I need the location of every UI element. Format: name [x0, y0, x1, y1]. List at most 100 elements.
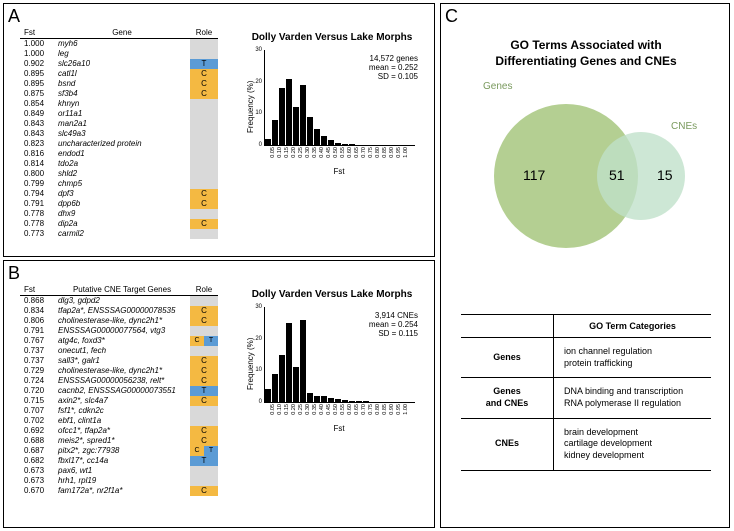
panel-a-label: A — [8, 6, 20, 27]
role-cell — [190, 109, 218, 119]
fst-cell: 0.687 — [20, 446, 54, 456]
panel-c-label: C — [445, 6, 458, 27]
role-cell: C — [190, 69, 218, 79]
bar — [349, 401, 355, 402]
gene-cell: man2a1 — [54, 119, 190, 129]
role-cell — [190, 466, 218, 476]
table-row: 0.799chmp5 — [20, 179, 218, 189]
fst-cell: 0.729 — [20, 366, 54, 376]
role-cell: C — [190, 436, 218, 446]
role-cell: C — [190, 426, 218, 436]
table-row: 0.778dip2aC — [20, 219, 218, 229]
gene-cell: myh6 — [54, 39, 190, 50]
role-cell: C — [190, 199, 218, 209]
go-cat: Genesand CNEs — [461, 378, 554, 418]
table-row: 0.737sall3*, galr1C — [20, 356, 218, 366]
bar — [335, 143, 341, 145]
role-cell — [190, 159, 218, 169]
fst-cell: 0.692 — [20, 426, 54, 436]
role-cell: C — [190, 376, 218, 386]
venn-svg — [461, 81, 711, 261]
role-cell — [190, 326, 218, 336]
fst-cell: 0.791 — [20, 199, 54, 209]
bar — [293, 367, 299, 402]
table-row: 0.767atg4c, foxd3*CT — [20, 336, 218, 346]
x-tick: 1.00 — [403, 147, 409, 167]
role-cell: C — [190, 356, 218, 366]
go-terms: ion channel regulationprotein traffickin… — [554, 338, 712, 378]
fst-cell: 0.737 — [20, 346, 54, 356]
table-row: 0.670fam172a*, nr2f1a*C — [20, 486, 218, 496]
table-row: 0.692ofcc1*, tfap2a*C — [20, 426, 218, 436]
gene-cell: ebf1, clint1a — [54, 416, 190, 426]
fst-cell: 0.849 — [20, 109, 54, 119]
table-row: 0.737onecut1, fech — [20, 346, 218, 356]
go-cat: CNEs — [461, 418, 554, 470]
table-row: 0.673hrh1, rpl19 — [20, 476, 218, 486]
gene-cell: fbxl17*, cc14a — [54, 456, 190, 466]
gene-cell: cholinesterase-like, dync2h1* — [54, 316, 190, 326]
gene-cell: bsnd — [54, 79, 190, 89]
table-row: 0.816endod1 — [20, 149, 218, 159]
gene-cell: dpf3 — [54, 189, 190, 199]
table-row: 0.895catl1lC — [20, 69, 218, 79]
fst-cell: 0.673 — [20, 466, 54, 476]
table-row: 0.791ENSSSAG00000077564, vtg3 — [20, 326, 218, 336]
gene-cell: dhx9 — [54, 209, 190, 219]
gene-cell: sall3*, galr1 — [54, 356, 190, 366]
fst-cell: 0.814 — [20, 159, 54, 169]
table-row: 0.682fbxl17*, cc14aT — [20, 456, 218, 466]
fst-cell: 0.799 — [20, 179, 54, 189]
table-row: 0.688meis2*, spred1*C — [20, 436, 218, 446]
go-cat: Genes — [461, 338, 554, 378]
venn-shared: 51 — [609, 167, 625, 183]
gene-cell: uncharacterized protein — [54, 139, 190, 149]
role-cell — [190, 346, 218, 356]
x-tick: 0.25 — [298, 404, 304, 424]
role-cell — [190, 49, 218, 59]
gene-cell: tdo2a — [54, 159, 190, 169]
role-cell: CT — [190, 446, 218, 456]
gene-cell: leg — [54, 49, 190, 59]
bar — [349, 144, 355, 145]
th-fst-b: Fst — [20, 285, 54, 296]
bar — [328, 140, 334, 145]
role-cell: C — [190, 486, 218, 496]
role-cell: T — [190, 456, 218, 466]
table-row: 0.724ENSSSAG00000056238, relt*C — [20, 376, 218, 386]
x-tick: 0.45 — [326, 404, 332, 424]
x-tick: 1.00 — [403, 404, 409, 424]
venn-title-1: GO Terms Associated with — [510, 38, 661, 52]
fst-cell: 0.702 — [20, 416, 54, 426]
role-cell — [190, 139, 218, 149]
th-fst: Fst — [20, 28, 54, 39]
table-row: 0.794dpf3C — [20, 189, 218, 199]
gene-cell: dlg3, gdpd2 — [54, 296, 190, 307]
role-cell — [190, 209, 218, 219]
x-tick: 0.75 — [368, 147, 374, 167]
bar — [265, 139, 271, 145]
table-row: 0.854khnyn — [20, 99, 218, 109]
th-gene: Gene — [54, 28, 190, 39]
venn-title-2: Differentiating Genes and CNEs — [495, 54, 676, 68]
bar — [307, 117, 313, 146]
venn-cnes-only: 15 — [657, 167, 673, 183]
go-row: Genesion channel regulationprotein traff… — [461, 338, 711, 378]
fst-cell: 0.823 — [20, 139, 54, 149]
table-row: 0.800shld2 — [20, 169, 218, 179]
gene-cell: ofcc1*, tfap2a* — [54, 426, 190, 436]
gene-cell: atg4c, foxd3* — [54, 336, 190, 346]
x-tick: 0.90 — [389, 404, 395, 424]
fst-cell: 0.816 — [20, 149, 54, 159]
x-tick: 0.35 — [312, 147, 318, 167]
chart-a: Dolly Varden Versus Lake Morphs14,572 ge… — [242, 32, 422, 182]
x-tick: 0.75 — [368, 404, 374, 424]
x-tick: 0.05 — [270, 147, 276, 167]
venn-diagram: Genes CNEs 117 51 15 — [461, 81, 711, 261]
y-tick: 20 — [255, 79, 262, 85]
bar — [342, 144, 348, 145]
table-row: 0.834tfap2a*, ENSSSAG00000078535C — [20, 306, 218, 316]
gene-cell: catl1l — [54, 69, 190, 79]
fst-cell: 0.773 — [20, 229, 54, 239]
panel-a: A Fst Gene Role 1.000myh61.000leg0.902sl… — [3, 3, 435, 257]
